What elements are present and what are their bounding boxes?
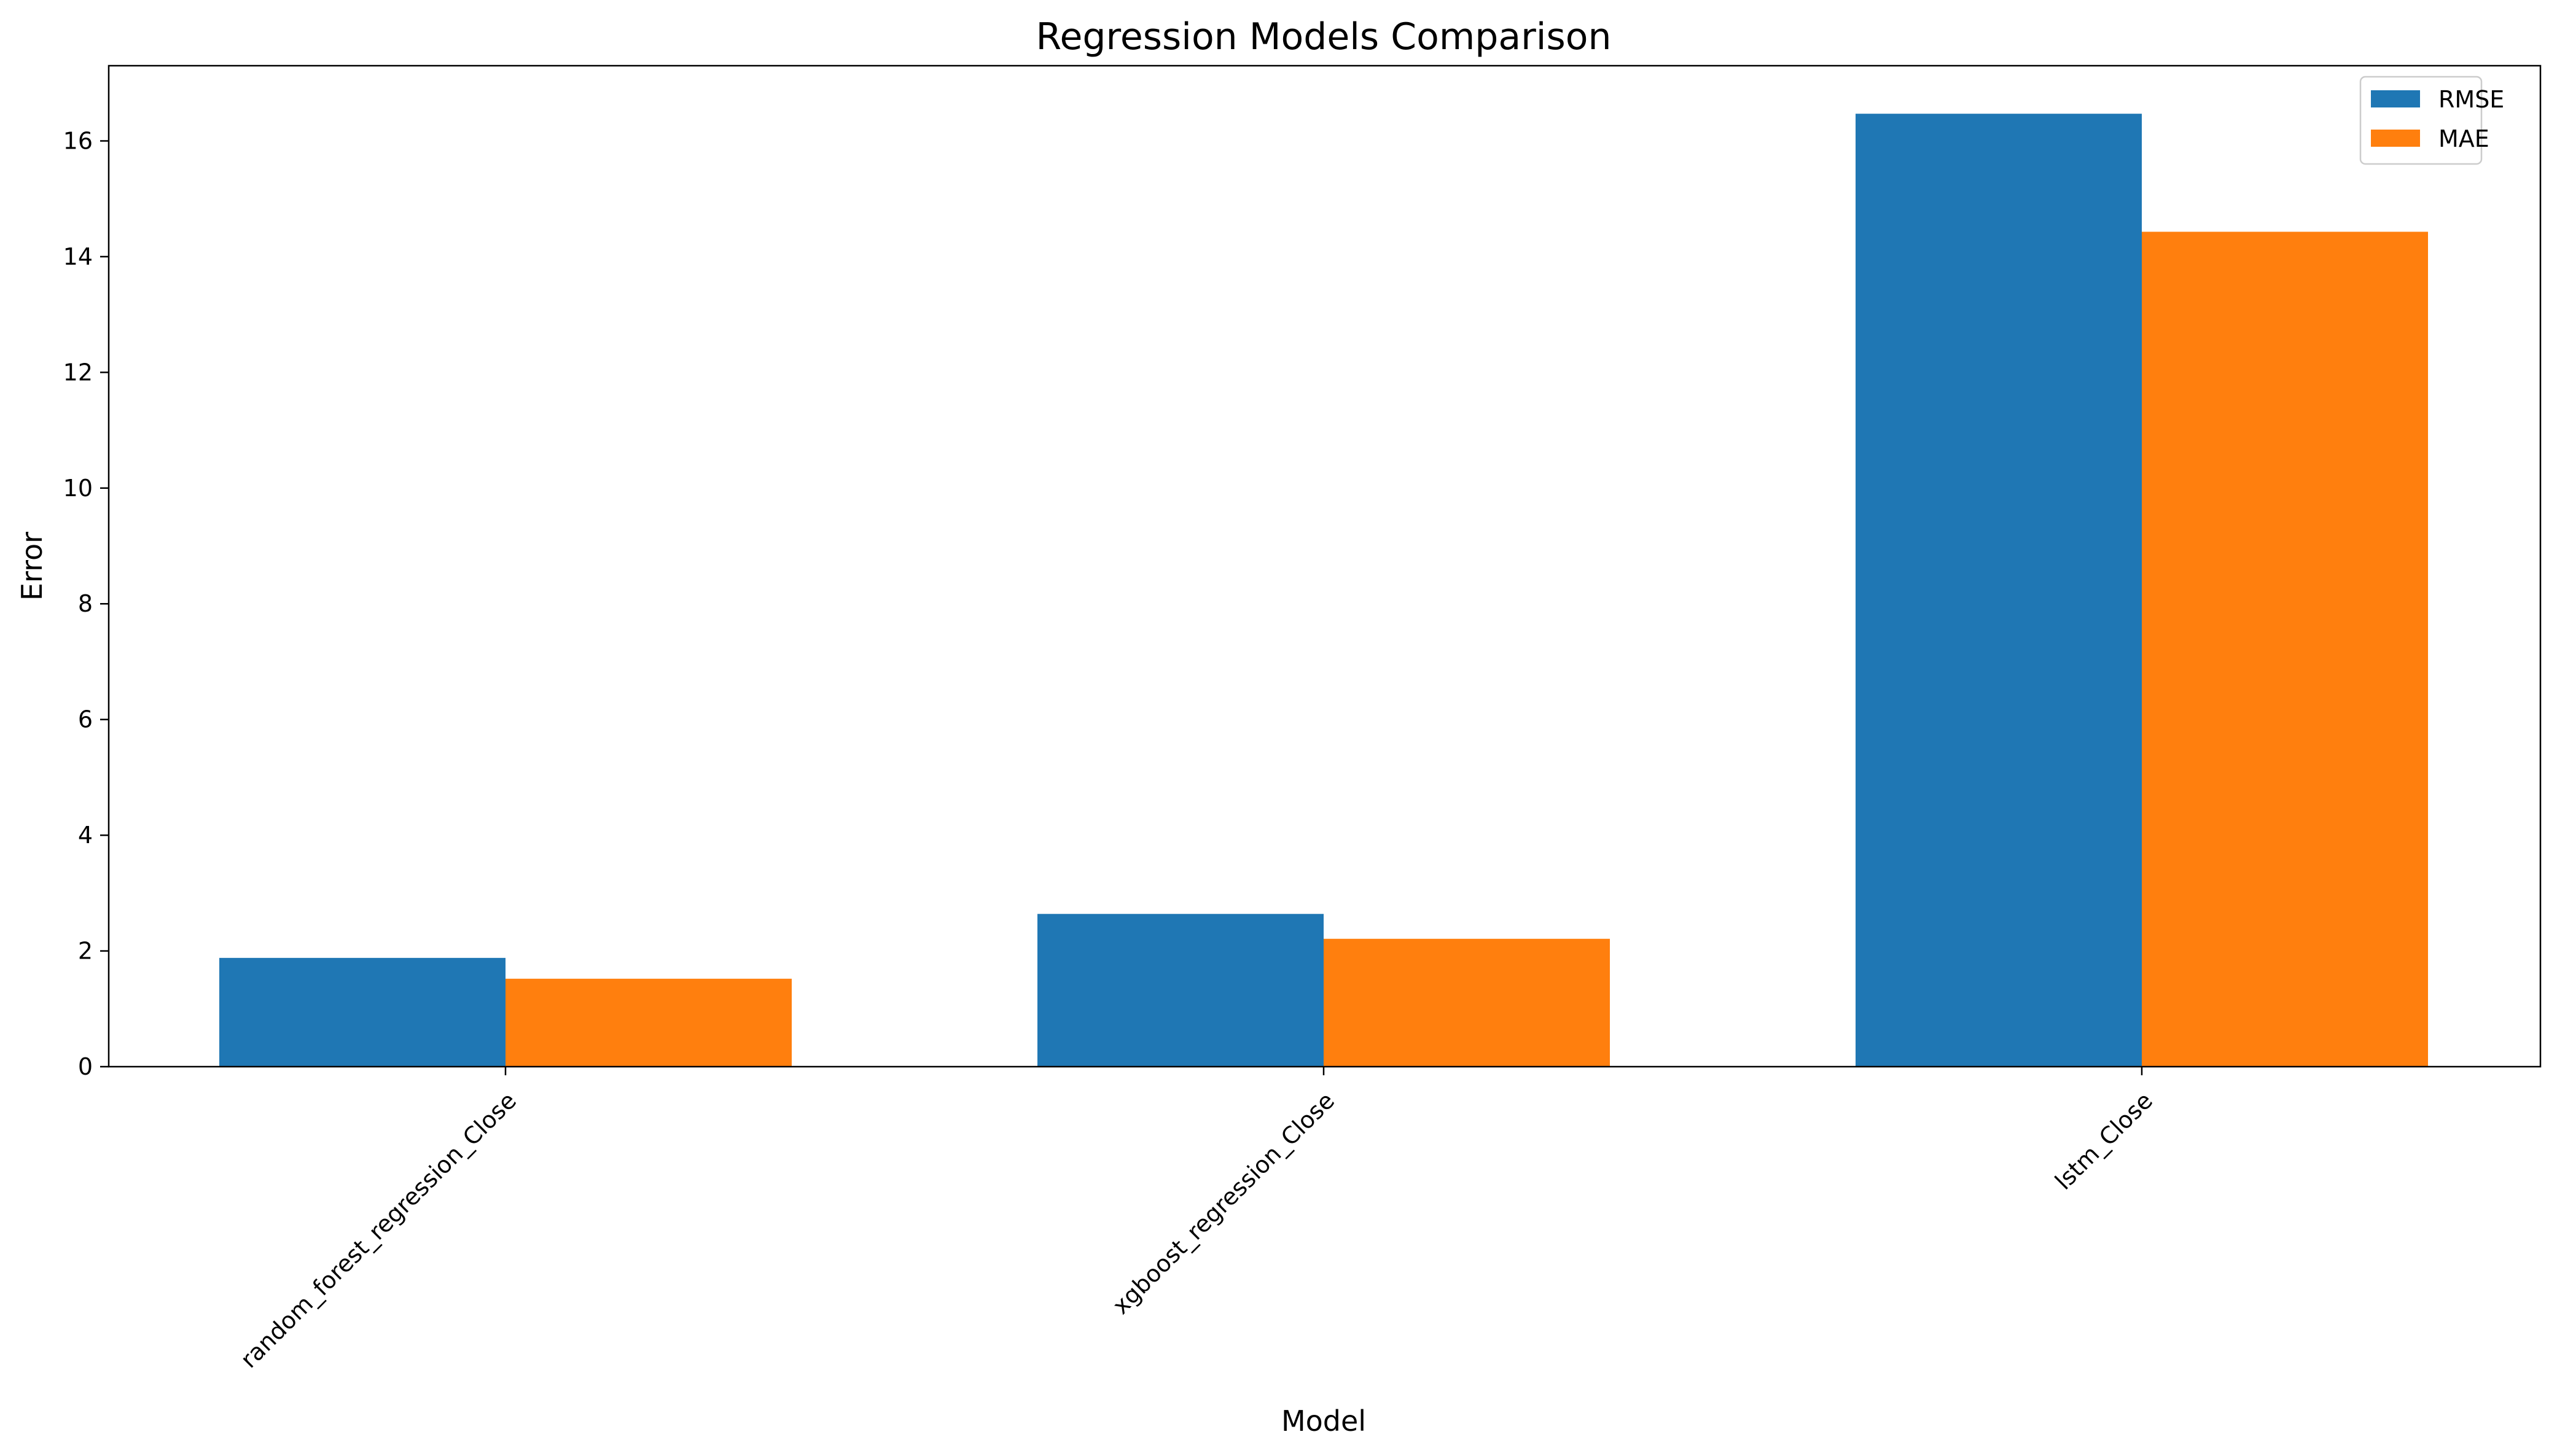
y-tick-label-12: 12	[63, 359, 93, 386]
legend: RMSE MAE	[2359, 76, 2504, 165]
y-tick-label-10: 10	[63, 475, 93, 502]
y-tick-label-0: 0	[78, 1053, 93, 1080]
legend-swatch-mae	[2371, 130, 2420, 147]
legend-swatch-rmse	[2371, 90, 2420, 107]
y-tick-label-6: 6	[78, 706, 93, 733]
x-axis-label: Model	[1281, 1404, 1366, 1438]
y-tick-label-14: 14	[63, 243, 93, 270]
bars-layer	[219, 114, 2428, 1067]
y-axis-ticks: 0 2 4 6 8 10 12 14 16	[63, 127, 109, 1080]
y-tick-label-8: 8	[78, 590, 93, 617]
bar-mae-random-forest-regression-close	[506, 978, 792, 1067]
chart-title: Regression Models Comparison	[1036, 15, 1612, 58]
legend-label-mae: MAE	[2438, 125, 2489, 152]
bar-mae-lstm-close	[2142, 232, 2428, 1067]
legend-label-rmse: RMSE	[2438, 86, 2504, 113]
bar-rmse-random-forest-regression-close	[219, 957, 506, 1067]
bar-rmse-xgboost-regression-close	[1037, 914, 1324, 1067]
y-tick-label-16: 16	[63, 127, 93, 154]
y-tick-label-2: 2	[78, 938, 93, 965]
bar-mae-xgboost-regression-close	[1324, 938, 1610, 1067]
plot-frame	[107, 64, 2542, 1068]
bar-rmse-lstm-close	[1856, 114, 2142, 1067]
y-axis-label: Error	[15, 532, 49, 601]
y-tick-label-4: 4	[78, 822, 93, 849]
